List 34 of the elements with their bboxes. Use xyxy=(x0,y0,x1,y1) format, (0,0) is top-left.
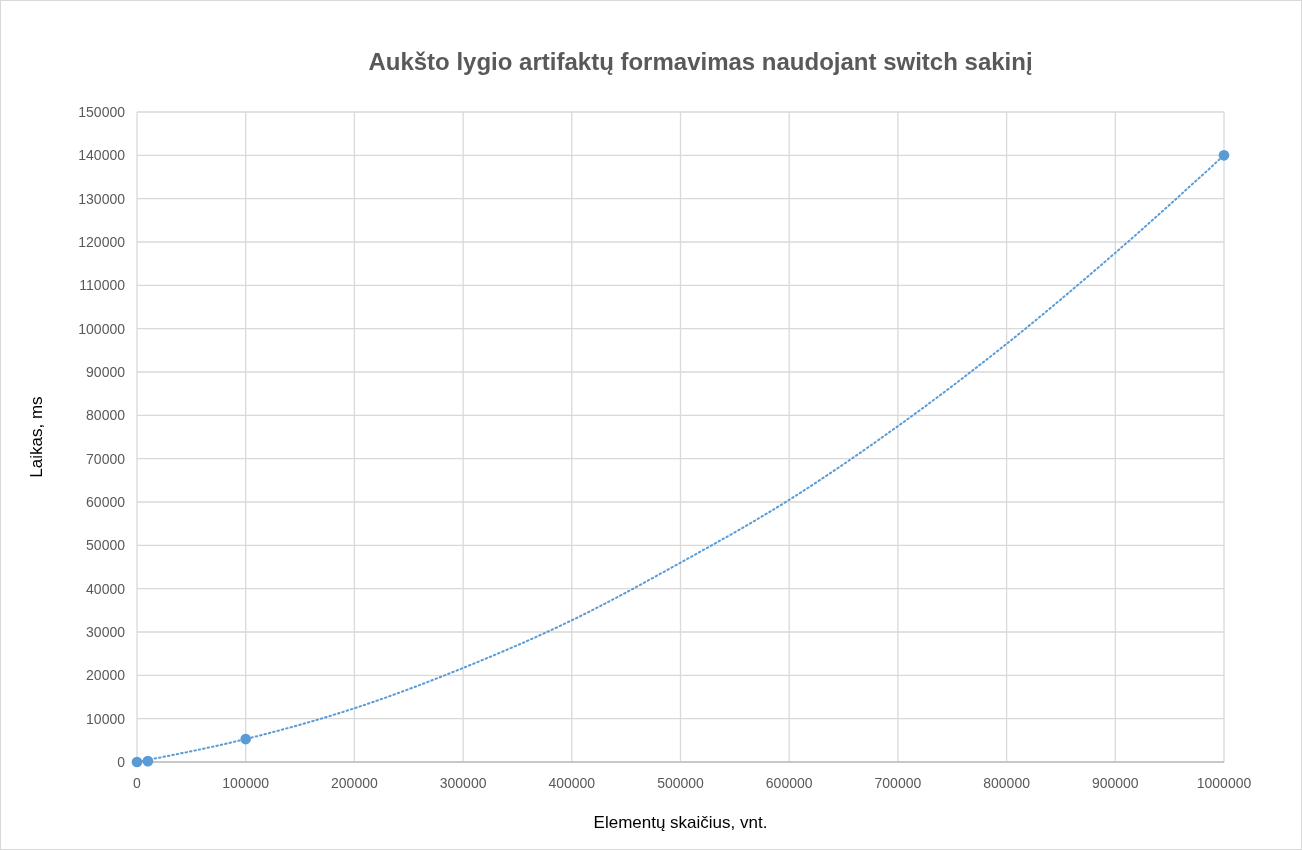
y-tick-label: 40000 xyxy=(86,580,126,597)
y-tick-label: 150000 xyxy=(78,103,126,120)
x-tick-label: 200000 xyxy=(331,775,378,791)
y-tick-label: 60000 xyxy=(86,493,126,510)
y-tick-label: 120000 xyxy=(78,233,126,250)
y-tick-label: 30000 xyxy=(86,623,126,640)
y-tick-label: 0 xyxy=(117,753,126,770)
x-tick-label: 1000000 xyxy=(1196,775,1252,791)
x-tick-label: 900000 xyxy=(1091,775,1139,791)
chart-title: Aukšto lygio artifaktų formavimas naudojant switch sakinį xyxy=(368,48,1033,75)
y-tick-label: 50000 xyxy=(86,537,126,554)
y-tick-label: 110000 xyxy=(79,277,126,294)
x-tick-label: 500000 xyxy=(657,775,705,791)
point xyxy=(131,756,143,768)
y-axis-title: Laikas, ms xyxy=(27,396,46,478)
x-tick-label: 100000 xyxy=(222,775,270,791)
x-axis-title: Elementų skaičius, vnt. xyxy=(593,813,768,832)
y-tick-label: 10000 xyxy=(86,710,126,727)
point xyxy=(1218,149,1230,161)
point xyxy=(142,755,154,767)
y-tick-label: 70000 xyxy=(86,450,126,467)
x-tick-label: 600000 xyxy=(765,775,813,791)
y-tick-label: 90000 xyxy=(86,363,126,380)
y-tick-label: 20000 xyxy=(86,667,126,684)
y-tick-label: 130000 xyxy=(78,190,126,207)
x-tick-label: 700000 xyxy=(874,775,922,791)
x-tick-label: 300000 xyxy=(439,775,487,791)
y-tick-label: 140000 xyxy=(78,147,126,164)
x-tick-label: 800000 xyxy=(983,775,1031,791)
x-tick-label: 400000 xyxy=(548,775,596,791)
y-tick-label: 80000 xyxy=(86,407,126,424)
point xyxy=(240,733,252,745)
y-tick-label: 100000 xyxy=(78,320,126,337)
x-tick-label: 0 xyxy=(133,775,142,791)
